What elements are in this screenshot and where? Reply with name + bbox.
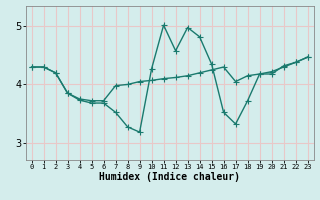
X-axis label: Humidex (Indice chaleur): Humidex (Indice chaleur) xyxy=(99,172,240,182)
